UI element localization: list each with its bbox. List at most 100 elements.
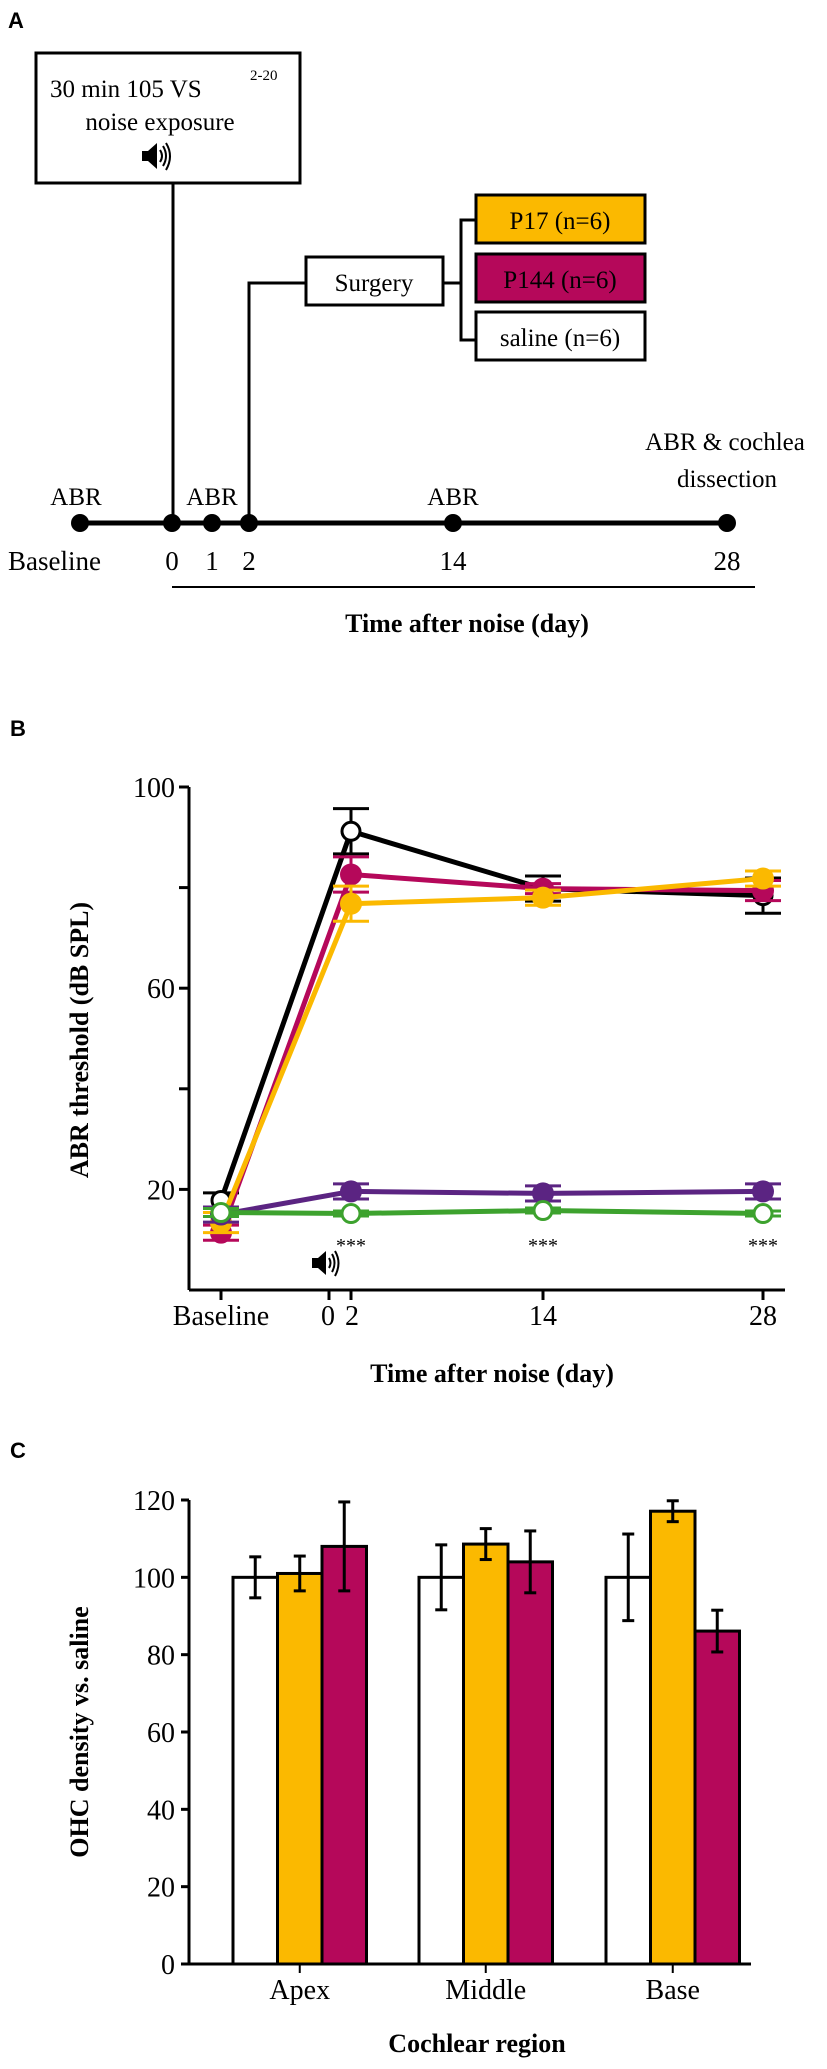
surgery-box [304, 255, 445, 307]
c-y-tick-label: 0 [161, 1950, 175, 1981]
b-significance-annotation: *** [336, 1235, 366, 1257]
group-label-p17: P17 (n=6) [510, 208, 611, 235]
b-data-point [340, 820, 362, 842]
timeline-tick-14: 14 [440, 546, 468, 576]
c-bar [649, 1509, 697, 1966]
noise-box-line1: 30 min 105 VS [50, 76, 202, 103]
timeline-axis-title: Time after noise (day) [345, 609, 589, 638]
c-y-tick-label: 40 [147, 1795, 175, 1826]
timeline-dot-day1 [203, 514, 221, 532]
b-y-tick-label: 60 [147, 974, 175, 1005]
c-bars [231, 1499, 741, 1966]
c-axes: Apex Middle Base 0 20 40 60 80 100 120 [133, 1486, 751, 2006]
c-y-axis-title: OHC density vs. saline [65, 1606, 94, 1857]
final-event-line2: dissection [677, 466, 777, 493]
timeline-tick-2: 2 [242, 546, 256, 576]
b-series-2 [203, 867, 781, 1235]
b-data-point [532, 886, 554, 909]
speaker-icon [142, 142, 171, 171]
b-series-line [220, 1188, 764, 1218]
speaker-wave [334, 1250, 340, 1277]
b-data-point [752, 867, 774, 890]
noise-box-line2: noise exposure [85, 109, 234, 136]
b-x-tick-label: 2 [345, 1301, 359, 1332]
c-bar [417, 1575, 465, 1966]
b-series-line [218, 828, 764, 1202]
b-data-point [340, 892, 362, 915]
b-series-line [218, 872, 764, 1234]
b-x-tick-label: 14 [529, 1301, 557, 1332]
speaker-body [312, 1258, 319, 1268]
speaker-wave [331, 1253, 336, 1273]
c-x-tick-label: Apex [269, 1975, 330, 2006]
group-label-p144: P144 (n=6) [503, 267, 616, 294]
b-data-point [340, 863, 362, 886]
group-box-saline [474, 310, 647, 362]
panel-label-b: B [10, 716, 26, 741]
b-data-point [340, 1180, 362, 1203]
b-data-point [532, 1182, 554, 1205]
b-series-3 [203, 1180, 781, 1226]
c-y-tick-label: 20 [147, 1873, 175, 1904]
b-data-point [532, 1200, 554, 1222]
timeline-dot-day2 [240, 514, 258, 532]
b-axes: 20 60 100 Baseline 0 2 14 28 [133, 773, 785, 1332]
b-series-line [220, 1208, 764, 1217]
speaker-wave [328, 1257, 332, 1269]
b-x-axis-title: Time after noise (day) [370, 1359, 614, 1388]
c-bar [276, 1571, 324, 1966]
c-bar [693, 1629, 741, 1966]
c-x-tick-label: Middle [445, 1975, 526, 2006]
b-y-axis-title: ABR threshold (dB SPL) [65, 902, 94, 1178]
c-x-axis-title: Cochlear region [388, 2029, 566, 2058]
panel-label-c: C [10, 1438, 26, 1463]
timeline-tick-baseline: Baseline [8, 546, 101, 576]
c-bar [320, 1544, 368, 1966]
surgery-connector-line [247, 281, 306, 523]
timeline-tick-1: 1 [205, 546, 219, 576]
b-series-4 [203, 1200, 781, 1225]
timeline-dot-day0 [163, 514, 181, 532]
b-x-tick-label: Baseline [173, 1301, 269, 1332]
b-significance-annotation: *** [748, 1235, 778, 1257]
b-data-point [210, 1202, 232, 1224]
b-y-tick-label: 20 [147, 1175, 175, 1206]
abr-label-baseline: ABR [50, 484, 102, 511]
timeline-tick-28: 28 [714, 546, 741, 576]
panel-a: A 30 min 105 VS 2-20 noise exposure Surg… [8, 8, 805, 638]
b-significance-annotation: *** [528, 1235, 558, 1257]
b-series-line [218, 876, 764, 1224]
timeline-dot-day28 [718, 514, 736, 532]
c-y-tick-label: 120 [133, 1486, 175, 1517]
abr-label-day1: ABR [186, 484, 238, 511]
b-data-point [752, 1203, 774, 1225]
b-series: *** *** *** [203, 807, 781, 1257]
c-bar [231, 1575, 279, 1966]
c-y-tick-label: 100 [133, 1563, 175, 1594]
panel-b: B ABR threshold (dB SPL) Time after nois… [10, 716, 785, 1388]
b-series-0 [203, 807, 781, 1211]
b-data-point [752, 1180, 774, 1203]
b-x-tick-label: 28 [749, 1301, 777, 1332]
noise-box-superscript: 2-20 [250, 68, 278, 84]
panel-label-a: A [8, 8, 24, 33]
groups-bracket [459, 218, 476, 342]
final-event-line1: ABR & cochlea [645, 429, 805, 456]
b-y-tick-label: 100 [133, 773, 175, 804]
c-x-tick-label: Base [646, 1975, 700, 2006]
group-label-saline: saline (n=6) [500, 325, 620, 352]
c-bar [604, 1575, 652, 1966]
c-bar [506, 1560, 554, 1966]
panel-c: C OHC density vs. saline Cochlear region… [10, 1438, 751, 2058]
timeline-dot-baseline [71, 514, 89, 532]
abr-label-day14: ABR [427, 484, 479, 511]
c-bar [462, 1542, 510, 1966]
b-data-point [340, 1203, 362, 1225]
c-y-tick-label: 80 [147, 1641, 175, 1672]
speaker-icon [312, 1250, 340, 1277]
timeline-tick-0: 0 [165, 546, 179, 576]
c-y-tick-label: 60 [147, 1718, 175, 1749]
noise-exposure-box [34, 51, 302, 185]
speaker-cone [318, 1251, 326, 1275]
